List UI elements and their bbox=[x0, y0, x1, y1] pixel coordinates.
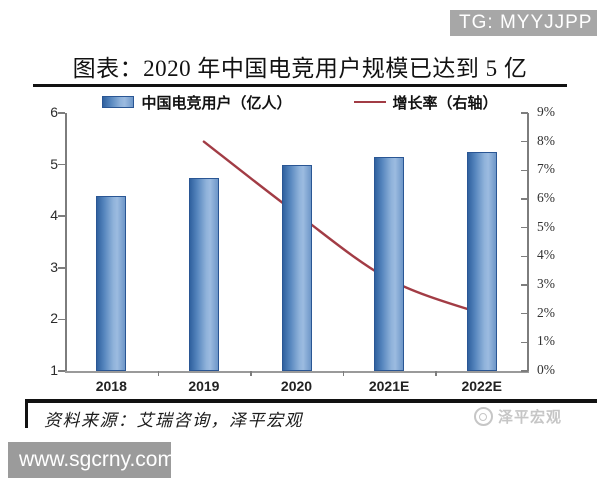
title-rule bbox=[33, 84, 567, 87]
left-axis-tick bbox=[58, 215, 65, 217]
right-axis-tick bbox=[521, 255, 528, 258]
left-axis-tick bbox=[58, 370, 65, 372]
source-note: 资料来源：艾瑞咨询，泽平宏观 bbox=[44, 411, 303, 430]
x-tick-label-2021E: 2021E bbox=[368, 378, 410, 394]
x-axis-tick bbox=[342, 371, 345, 376]
x-axis-tick bbox=[157, 371, 160, 376]
y-tick-label-left: 3 bbox=[50, 258, 58, 275]
growth-line bbox=[202, 140, 483, 315]
right-axis-tick bbox=[521, 140, 528, 143]
legend-item-users: 中国电竞用户（亿人） bbox=[102, 92, 292, 113]
bar-2019 bbox=[188, 177, 219, 371]
left-axis-tick bbox=[58, 267, 65, 269]
right-axis-tick bbox=[521, 226, 528, 229]
left-axis-tick bbox=[58, 112, 65, 114]
x-tick-label-2020: 2020 bbox=[280, 378, 313, 394]
x-tick-label-2018: 2018 bbox=[95, 378, 127, 394]
y-tick-label-right: 0% bbox=[537, 362, 555, 377]
legend-label: 中国电竞用户（亿人） bbox=[141, 94, 292, 112]
x-tick-label-2019: 2019 bbox=[188, 378, 220, 394]
right-axis-tick bbox=[521, 341, 528, 344]
y-tick-label-right: 6% bbox=[537, 190, 555, 205]
left-axis-tick bbox=[58, 163, 65, 166]
y-tick-label-right: 3% bbox=[537, 276, 555, 291]
right-axis-tick bbox=[521, 169, 528, 172]
y-tick-label-right: 7% bbox=[537, 161, 555, 177]
right-axis-tick bbox=[521, 112, 528, 114]
x-tick-label-2022E: 2022E bbox=[461, 378, 502, 394]
footer-rule bbox=[25, 399, 597, 403]
right-axis-tick bbox=[521, 370, 528, 372]
y-tick-label-right: 1% bbox=[537, 333, 555, 349]
y-axis-left-line bbox=[65, 113, 67, 372]
bar-2020 bbox=[281, 164, 312, 371]
y-tick-label-left: 4 bbox=[50, 207, 58, 224]
y-tick-label-right: 2% bbox=[537, 304, 555, 320]
footer-rule-corner bbox=[25, 399, 28, 428]
x-axis-line bbox=[65, 371, 529, 373]
line-swatch-icon bbox=[353, 101, 386, 103]
bar-2018 bbox=[96, 195, 127, 371]
y-tick-label-left: 1 bbox=[50, 362, 58, 378]
right-axis-tick bbox=[521, 312, 528, 315]
brand-watermark-label: 泽平宏观 bbox=[498, 409, 563, 426]
y-tick-label-right: 8% bbox=[537, 132, 555, 148]
y-tick-label-right: 5% bbox=[537, 218, 555, 234]
bar-swatch-icon bbox=[102, 96, 135, 108]
brand-logo-icon bbox=[474, 407, 493, 426]
y-tick-label-left: 5 bbox=[50, 155, 58, 172]
telegram-watermark-badge: TG: MYYJJPP bbox=[450, 10, 597, 36]
chart-legend: 中国电竞用户（亿人） 增长率（右轴） bbox=[0, 92, 600, 112]
right-axis-tick bbox=[521, 284, 528, 286]
right-axis-tick bbox=[521, 198, 528, 200]
chart-title: 图表：2020 年中国电竞用户规模已达到 5 亿 bbox=[72, 56, 528, 81]
legend-item-growth: 增长率（右轴） bbox=[353, 92, 498, 113]
left-axis-tick bbox=[58, 318, 65, 321]
brand-watermark: 泽平宏观 bbox=[474, 406, 562, 427]
website-watermark-badge: www.sgcrny.com bbox=[8, 442, 175, 478]
x-axis-tick bbox=[250, 371, 252, 376]
y-tick-label-right: 4% bbox=[537, 247, 555, 263]
y-tick-label-right: 9% bbox=[537, 104, 555, 119]
bar-2022E bbox=[466, 151, 497, 371]
y-tick-label-left: 2 bbox=[50, 310, 58, 327]
legend-label: 增长率（右轴） bbox=[392, 94, 498, 112]
y-axis-right-line bbox=[527, 113, 529, 372]
y-tick-label-left: 6 bbox=[50, 104, 58, 120]
x-axis-tick bbox=[435, 371, 437, 376]
bar-2021E bbox=[374, 156, 405, 371]
